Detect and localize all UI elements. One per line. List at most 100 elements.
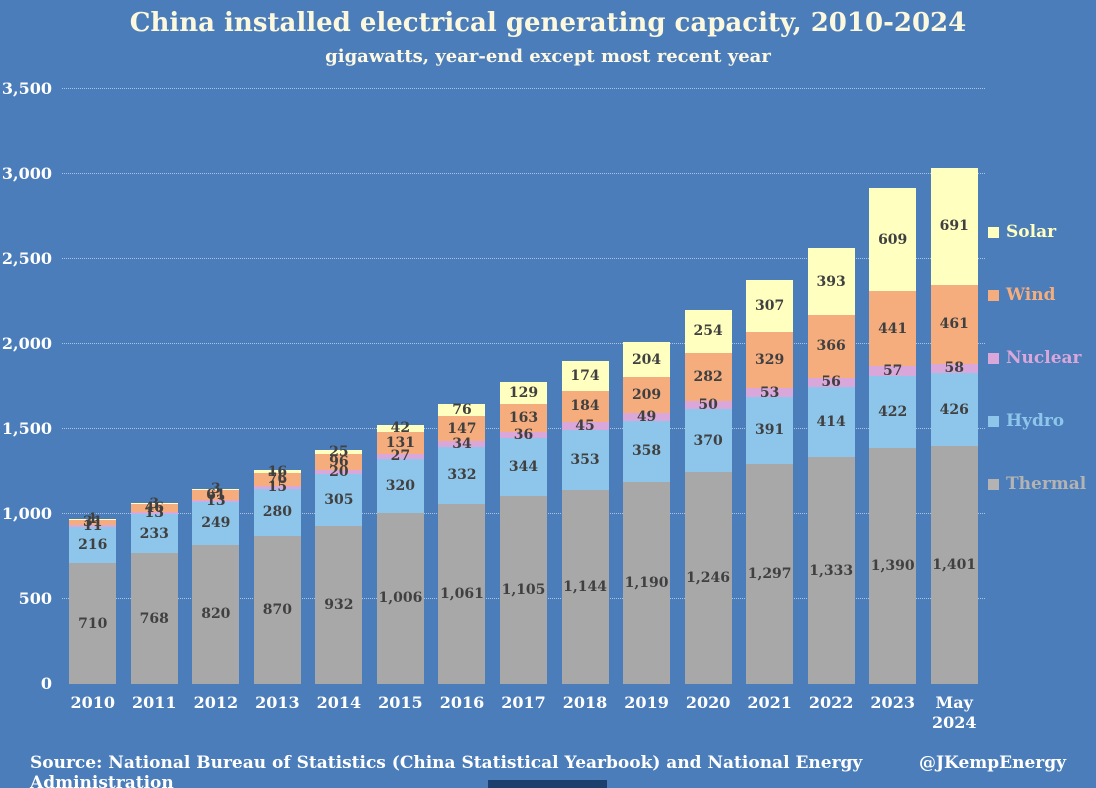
- y-axis: 0 500 1,000 1,500 2,000 2,500 3,000 3,500: [0, 79, 54, 693]
- bar-segment-thermal-2010: [69, 563, 117, 684]
- bar-segment-hydro-2018: [561, 429, 609, 490]
- legend-item-wind: Wind: [988, 285, 1056, 305]
- legend: Solar Wind Nuclear Hydro Thermal: [988, 0, 1096, 600]
- bar-segment-hydro-2021: [746, 397, 794, 464]
- bar-segment-hydro-2020: [684, 409, 732, 473]
- chart-title: China installed electrical generating ca…: [129, 8, 967, 38]
- bar-segment-nuclear-2012: [192, 500, 240, 503]
- bar-segment-wind-2011: [130, 503, 178, 512]
- bar-segment-solar-2022: [807, 248, 855, 316]
- bar-segment-hydro-2019: [623, 420, 671, 482]
- bar-segment-wind-2013: [253, 473, 301, 486]
- bar-segment-solar-2019: [623, 342, 671, 377]
- bar-segment-wind-2022: [807, 315, 855, 378]
- y-tick-label: 1,000: [1, 504, 52, 523]
- legend-swatch-icon: [988, 478, 999, 490]
- bar-segment-thermal-2018: [561, 489, 609, 684]
- bar-segment-solar-2023: [869, 187, 917, 292]
- bar-segment-thermal-2021: [746, 463, 794, 684]
- x-tick-label: 2010: [70, 693, 116, 712]
- y-tick-label: 3,500: [1, 79, 52, 98]
- bar-segment-thermal-2022: [807, 457, 855, 684]
- bar-segment-nuclear-2011: [130, 511, 178, 514]
- bar-segment-hydro-2012: [192, 502, 240, 545]
- bar-segment-wind-2023: [869, 291, 917, 367]
- x-tick-label: 2022: [808, 693, 854, 712]
- y-tick-label: 3,000: [1, 164, 52, 183]
- bar-segment-wind-May-2024: [930, 285, 978, 364]
- bar-segment-nuclear-2013: [253, 485, 301, 489]
- bar-segment-hydro-2013: [253, 488, 301, 537]
- bar-segment-thermal-2013: [253, 536, 301, 684]
- x-axis: 2010 2011 2012 2013 2014 2015 2016 2017 2018 2019…: [62, 693, 985, 748]
- gridline: [62, 343, 985, 344]
- bar-segment-solar-2016: [438, 403, 486, 417]
- bar-segment-solar-2020: [684, 309, 732, 353]
- bar-segment-nuclear-2014: [315, 470, 363, 474]
- bar-segment-wind-2015: [376, 431, 424, 454]
- gridline: [62, 88, 985, 89]
- legend-item-hydro: Hydro: [988, 411, 1064, 431]
- x-tick-label: 2016: [439, 693, 485, 712]
- chart-subtitle: gigawatts, year-end except most recent y…: [325, 46, 771, 67]
- bar-segment-thermal-2014: [315, 525, 363, 684]
- bar-segment-hydro-2023: [869, 375, 917, 448]
- bar-segment-wind-2019: [623, 377, 671, 413]
- y-tick-label: 500: [18, 589, 52, 608]
- gridline: [62, 173, 985, 174]
- gridline: [62, 258, 985, 259]
- x-tick-label: 2015: [378, 693, 423, 712]
- bar-segment-thermal-2011: [130, 553, 178, 684]
- bar-segment-solar-2018: [561, 361, 609, 391]
- bar-segment-nuclear-2018: [561, 421, 609, 430]
- bar-segment-hydro-2011: [130, 513, 178, 554]
- bar-segment-thermal-2016: [438, 503, 486, 684]
- bottom-strip: [488, 780, 607, 788]
- legend-swatch-icon: [988, 352, 999, 364]
- legend-item-thermal: Thermal: [988, 474, 1086, 494]
- bar-segment-solar-2012: [192, 489, 240, 490]
- bar-segment-wind-2012: [192, 489, 240, 501]
- legend-swatch-icon: [988, 226, 999, 238]
- legend-label: Thermal: [1006, 474, 1087, 494]
- legend-swatch-icon: [988, 415, 999, 427]
- y-tick-label: 0: [40, 674, 52, 693]
- x-tick-label: 2019: [624, 693, 669, 712]
- bar-segment-nuclear-2022: [807, 377, 855, 388]
- bar-segment-nuclear-May-2024: [930, 363, 978, 374]
- bar-segment-wind-2017: [500, 403, 547, 432]
- legend-label: Solar: [1006, 222, 1057, 242]
- bar-segment-solar-2021: [746, 279, 794, 333]
- y-tick-label: 1,500: [1, 419, 52, 438]
- bar-segment-thermal-May-2024: [930, 445, 978, 684]
- x-tick-label: 2013: [255, 693, 300, 712]
- footer: Source: National Bureau of Statistics (C…: [0, 753, 1096, 788]
- bar-segment-wind-2010: [69, 519, 117, 525]
- bar-segment-hydro-May-2024: [930, 373, 978, 446]
- bar-segment-hydro-2016: [438, 447, 486, 504]
- bar-segment-thermal-2017: [500, 496, 547, 684]
- bar-segment-solar-2015: [376, 424, 424, 432]
- credit-handle: @JKempEnergy: [919, 753, 1066, 773]
- x-tick-label: 2017: [501, 693, 546, 712]
- x-tick-label: 2012: [193, 693, 239, 712]
- legend-item-nuclear: Nuclear: [988, 348, 1082, 368]
- x-tick-label: 2023: [870, 693, 915, 712]
- bar-segment-wind-2018: [561, 390, 609, 422]
- y-tick-label: 2,500: [1, 249, 52, 268]
- bar-segment-thermal-2020: [684, 472, 732, 684]
- bar-segment-nuclear-2010: [69, 524, 117, 527]
- bar-segment-hydro-2015: [376, 458, 424, 513]
- legend-label: Hydro: [1006, 411, 1065, 431]
- source-note: Source: National Bureau of Statistics (C…: [30, 753, 863, 788]
- bar-segment-nuclear-2015: [376, 454, 424, 459]
- bar-segment-nuclear-2023: [869, 366, 917, 376]
- bar-segment-hydro-2014: [315, 473, 363, 526]
- bar-segment-thermal-2023: [869, 447, 917, 684]
- plot-area: 710 216 11 31 1 768 233 13 46 3 820 249 13 61 3 870 280 1…: [62, 88, 985, 684]
- bar-segment-nuclear-2021: [746, 388, 794, 398]
- legend-swatch-icon: [988, 289, 999, 301]
- x-tick-label: 2020: [685, 693, 731, 712]
- bar-segment-solar-2017: [500, 381, 547, 404]
